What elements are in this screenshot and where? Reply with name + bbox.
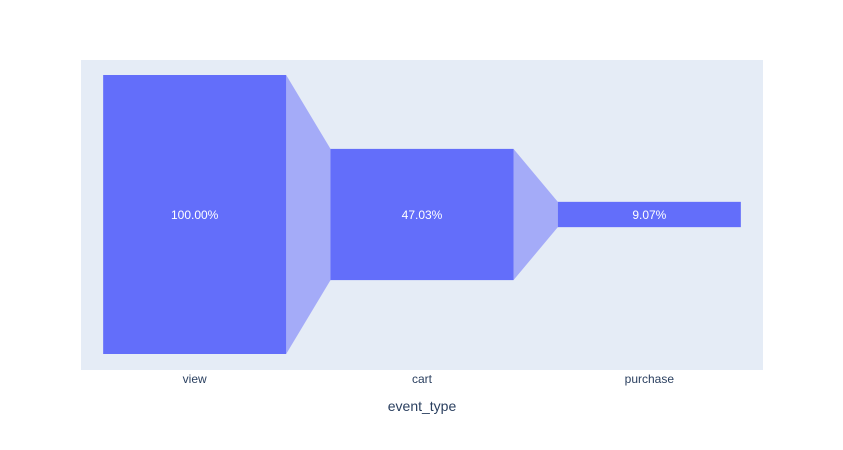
x-tick-purchase: purchase [625, 372, 675, 386]
funnel-bar-cart[interactable] [330, 148, 514, 281]
x-tick-cart: cart [412, 372, 433, 386]
connector-cart-purchase [513, 148, 558, 281]
data-label-purchase: 9.07% [632, 208, 666, 222]
data-label-group: 100.00% 47.03% 9.07% [171, 208, 667, 222]
x-tick-group: view cart purchase [183, 372, 675, 386]
data-label-view: 100.00% [171, 208, 219, 222]
connector-group [286, 75, 558, 354]
x-tick-view: view [183, 372, 207, 386]
funnel-bar-view[interactable] [103, 75, 287, 354]
connector-view-cart [286, 75, 331, 354]
x-axis-title: event_type [388, 398, 457, 414]
bar-group [103, 75, 741, 354]
funnel-bar-purchase[interactable] [557, 201, 741, 228]
data-label-cart: 47.03% [402, 208, 443, 222]
